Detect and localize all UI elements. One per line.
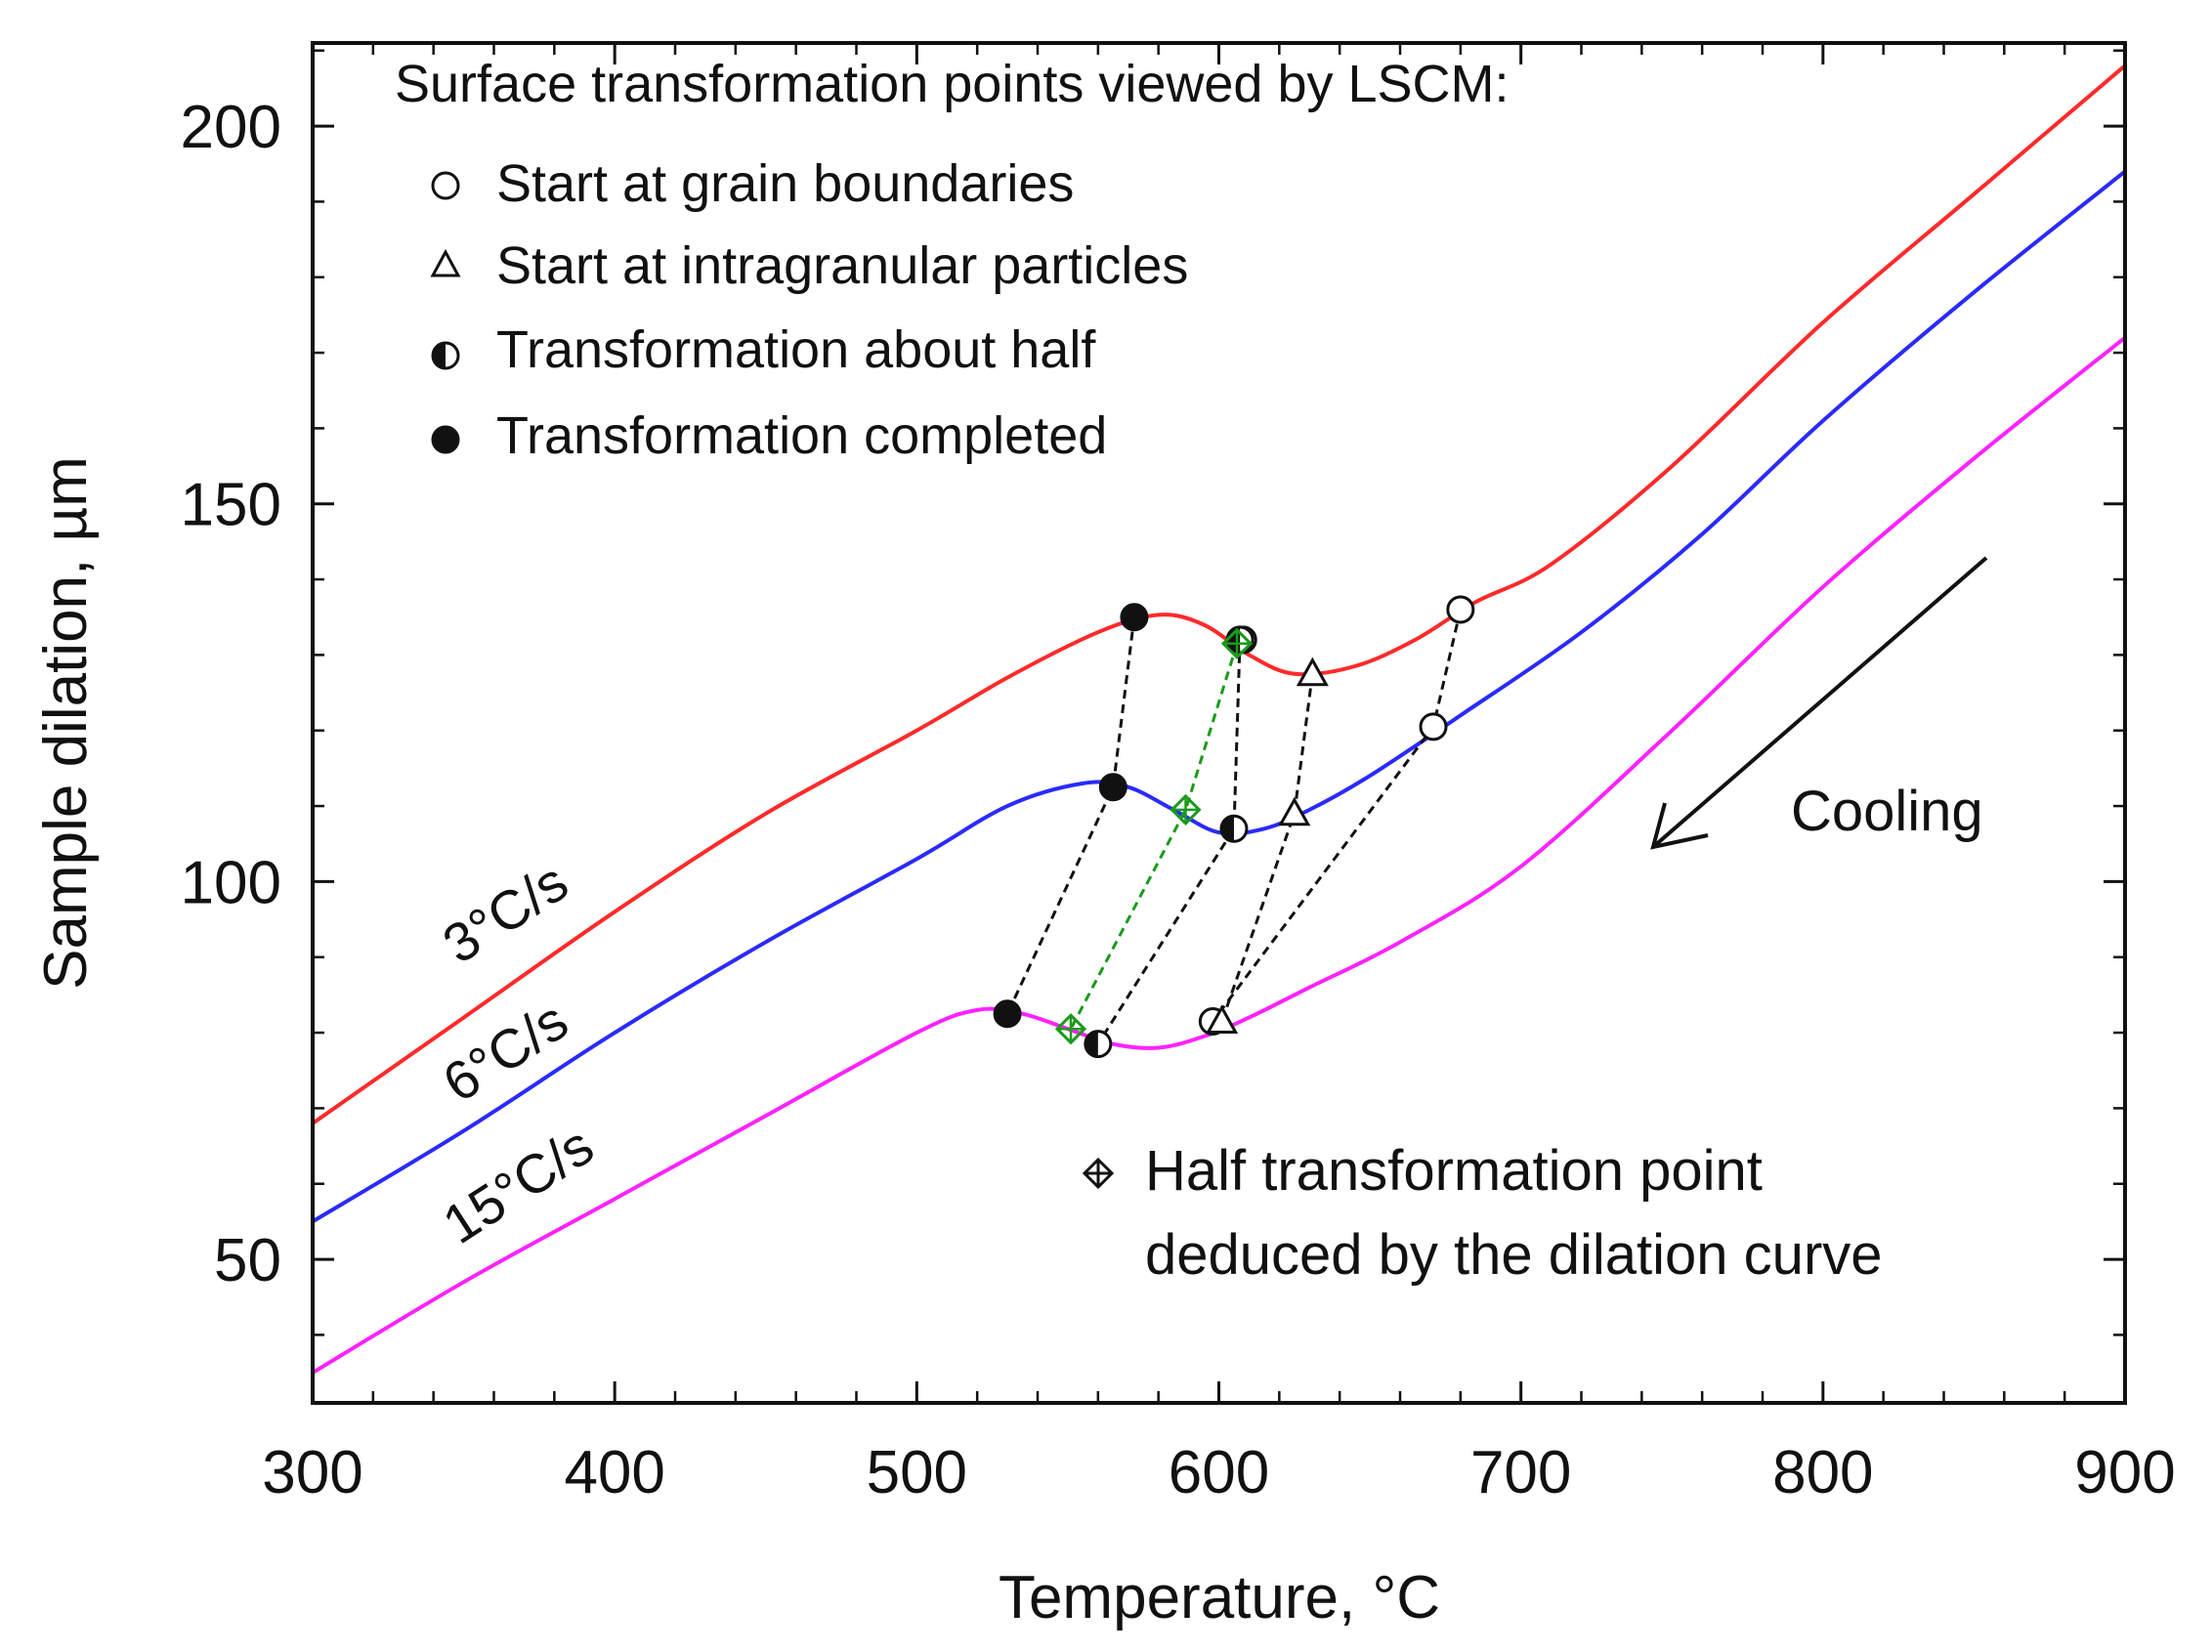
rate-label-3: 3°C/s	[432, 850, 578, 975]
legend-half-filled-circle-icon	[431, 341, 460, 370]
half-point-dilation-marker	[1220, 627, 1254, 659]
plot-frame	[311, 41, 2127, 1405]
half-transformation-marker	[1084, 1030, 1113, 1059]
x-axis-title: Temperature, °C	[999, 1564, 1440, 1631]
completed-marker	[993, 999, 1022, 1029]
legend: Surface transformation points viewed by …	[395, 55, 1510, 465]
tick-labels: 300 400 500 600 700 800 900 50 100 150 200	[181, 94, 2176, 1506]
legend-item-half: Transformation about half	[496, 320, 1096, 379]
y-tick-label: 150	[181, 472, 281, 539]
grain-boundary-marker	[1419, 712, 1448, 741]
completed-marker	[1098, 773, 1127, 802]
x-tick-label: 800	[1772, 1439, 1873, 1506]
x-tick-label: 600	[1169, 1439, 1269, 1506]
cooling-label: Cooling	[1791, 780, 1983, 843]
half-point-legend-line1: Half transformation point	[1145, 1139, 1763, 1203]
completed-marker	[1120, 603, 1149, 632]
legend-filled-circle-icon	[431, 425, 460, 454]
intragranular-marker	[1206, 1004, 1239, 1034]
intragranular-marker	[1278, 796, 1311, 826]
legend-open-circle-icon	[431, 171, 460, 200]
grain-boundary-marker	[1446, 595, 1475, 624]
x-tick-label: 500	[867, 1439, 967, 1506]
series-line-0	[313, 64, 2125, 1125]
series-line-2	[313, 336, 2125, 1375]
half-transformation-marker	[1219, 814, 1249, 843]
y-axis-title: Sample dilation, µm	[32, 456, 100, 990]
legend-item-completed: Transformation completed	[496, 406, 1107, 465]
y-tick-label: 50	[214, 1227, 281, 1294]
black-connector-line	[1005, 616, 1136, 1015]
rate-label-6: 6°C/s	[432, 989, 578, 1114]
x-tick-label: 700	[1470, 1439, 1571, 1506]
x-tick-label: 400	[564, 1439, 664, 1506]
black-connector-line	[1220, 673, 1314, 1022]
legend-item-intragranular: Start at intragranular particles	[496, 236, 1188, 295]
y-tick-label: 100	[181, 849, 281, 916]
half-point-legend-line2: deduced by the dilation curve	[1145, 1223, 1883, 1287]
half-point-dilation-marker	[1054, 1013, 1087, 1045]
half-point-legend: Half transformation point deduced by the…	[1082, 1139, 1883, 1287]
legend-title: Surface transformation points viewed by …	[395, 55, 1510, 113]
cooling-arrow-icon	[1651, 556, 1988, 849]
marker-layer	[993, 595, 1475, 1059]
legend-crossed-diamond-icon	[1082, 1157, 1115, 1190]
green-connector-line	[1069, 643, 1239, 1030]
x-tick-label: 300	[262, 1439, 362, 1506]
cooling-arrowhead-icon	[1650, 802, 1709, 850]
legend-open-triangle-icon	[430, 248, 461, 277]
y-tick-label: 200	[181, 94, 281, 161]
cooling-annotation: Cooling	[1650, 556, 1988, 850]
black-connector-line	[1096, 639, 1242, 1045]
intragranular-marker	[1296, 657, 1329, 687]
legend-item-grain-boundaries: Start at grain boundaries	[496, 154, 1074, 213]
x-tick-label: 900	[2074, 1439, 2175, 1506]
half-point-dilation-marker	[1170, 793, 1202, 826]
